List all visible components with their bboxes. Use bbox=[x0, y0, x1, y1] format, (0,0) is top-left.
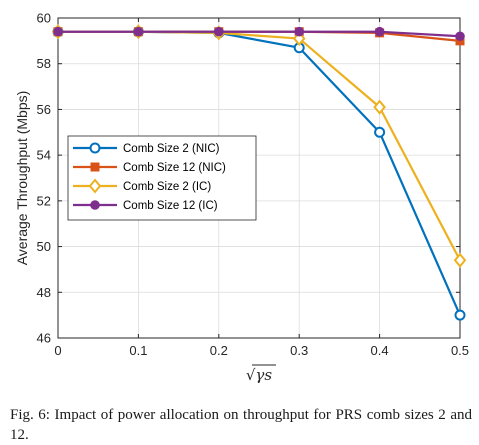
y-tick-label: 46 bbox=[37, 331, 51, 346]
plot-frame bbox=[57, 17, 461, 339]
y-tick-label: 58 bbox=[37, 56, 51, 71]
data-point bbox=[53, 26, 63, 37]
x-axis-ticks: 0 0.1 0.2 0.3 0.4 0.5 bbox=[54, 18, 469, 358]
legend-item: Comb Size 2 (NIC) bbox=[73, 142, 220, 155]
data-point bbox=[453, 252, 467, 268]
y-axis-label: Average Throughput (Mbps) bbox=[14, 91, 30, 266]
legend: Comb Size 2 (NIC) Comb Size 12 (NIC) Comb … bbox=[67, 135, 257, 221]
y-tick-label: 60 bbox=[37, 11, 51, 26]
throughput-line-chart: 0 0.1 0.2 0.3 0.4 0.5 46 48 50 52 54 56 58 60 Averag… bbox=[14, 11, 469, 385]
legend-label: Comb Size 2 (IC) bbox=[123, 181, 211, 193]
y-axis-ticks: 46 48 50 52 54 56 58 60 bbox=[37, 11, 460, 346]
figure-caption: Fig. 6: Impact of power allocation on th… bbox=[10, 407, 472, 443]
legend-marker bbox=[90, 200, 100, 210]
data-series bbox=[51, 24, 467, 321]
y-tick-label: 48 bbox=[37, 285, 51, 300]
legend-item: Comb Size 2 (IC) bbox=[73, 178, 211, 194]
legend-marker bbox=[90, 162, 100, 172]
x-tick-label: 0 bbox=[54, 343, 61, 358]
legend-label: Comb Size 12 (IC) bbox=[123, 200, 218, 212]
x-tick-label: 0.4 bbox=[371, 343, 389, 358]
x-axis-label: √γs bbox=[246, 366, 273, 384]
data-point bbox=[373, 99, 386, 115]
series-line bbox=[58, 30, 461, 38]
y-tick-label: 50 bbox=[37, 239, 51, 254]
data-point bbox=[374, 26, 385, 37]
x-tick-label: 0.2 bbox=[210, 343, 228, 358]
y-tick-label: 54 bbox=[37, 148, 51, 163]
x-tick-label: 0.5 bbox=[451, 343, 469, 358]
data-point bbox=[133, 26, 144, 37]
series-4 bbox=[53, 26, 465, 42]
legend-item: Comb Size 12 (NIC) bbox=[73, 162, 226, 174]
y-tick-label: 52 bbox=[37, 193, 51, 208]
data-point bbox=[214, 26, 224, 37]
data-point bbox=[294, 26, 305, 37]
legend-marker bbox=[88, 178, 102, 194]
data-point bbox=[374, 126, 386, 138]
x-tick-label: 0.3 bbox=[290, 343, 308, 358]
legend-label: Comb Size 12 (NIC) bbox=[123, 162, 226, 174]
data-point bbox=[455, 31, 465, 42]
data-point bbox=[454, 309, 466, 321]
x-tick-label: 0.1 bbox=[129, 343, 147, 358]
legend-label: Comb Size 2 (NIC) bbox=[123, 143, 220, 155]
y-tick-label: 56 bbox=[37, 102, 51, 117]
legend-marker bbox=[89, 142, 101, 154]
legend-item: Comb Size 12 (IC) bbox=[73, 200, 218, 212]
